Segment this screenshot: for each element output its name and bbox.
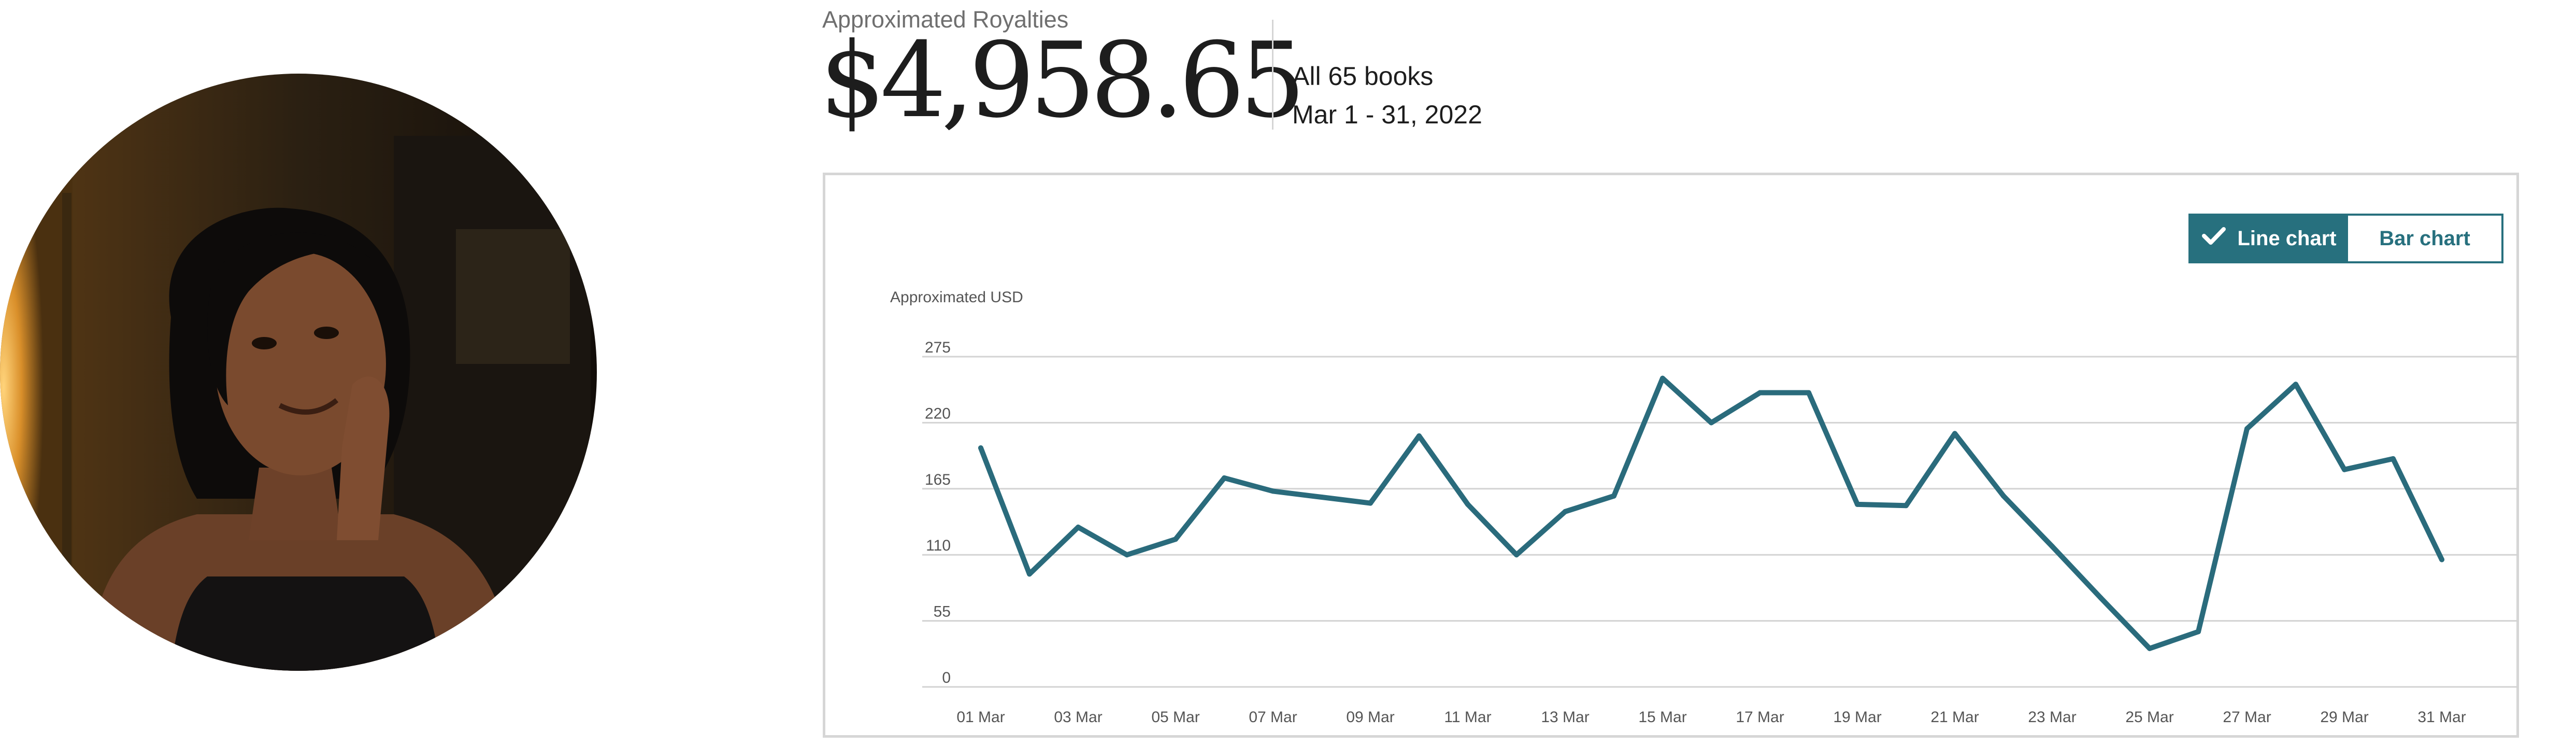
- data-point: [2147, 645, 2152, 651]
- data-point: [1465, 501, 1470, 507]
- y-tick-labels: 0 55 110 165 220 275: [925, 339, 951, 686]
- data-point: [1027, 571, 1032, 577]
- x-tick-labels: 01 Mar 03 Mar 05 Mar 07 Mar 09 Mar 11 Mar 13 M…: [956, 709, 2466, 726]
- y-tick-label: 275: [925, 339, 951, 356]
- x-tick-label: 31 Mar: [2417, 709, 2466, 726]
- checkmark-icon: [2202, 227, 2226, 250]
- chart-type-toggle: Line chart Bar chart: [2188, 214, 2503, 263]
- line-chart-button[interactable]: Line chart: [2191, 216, 2348, 261]
- books-scope: All 65 books: [1292, 62, 1434, 91]
- y-tick-label: 0: [942, 669, 951, 686]
- x-tick-label: 23 Mar: [2028, 709, 2076, 726]
- x-tick-label: 03 Mar: [1054, 709, 1102, 726]
- x-tick-label: 25 Mar: [2125, 709, 2173, 726]
- date-range: Mar 1 - 31, 2022: [1292, 100, 1482, 129]
- y-tick-label: 55: [934, 603, 951, 621]
- chart-panel: [823, 173, 2519, 738]
- data-points: [978, 375, 2444, 651]
- data-point: [1222, 475, 1227, 481]
- data-point: [1757, 390, 1763, 396]
- x-tick-label: 19 Mar: [1833, 709, 1881, 726]
- series-line: [978, 375, 2444, 651]
- x-tick-label: 17 Mar: [1736, 709, 1784, 726]
- data-point: [1660, 375, 1665, 381]
- data-point: [2244, 426, 2250, 431]
- y-axis-label: Approximated USD: [890, 289, 1023, 306]
- data-point: [1076, 524, 1081, 530]
- data-point: [1563, 509, 1568, 514]
- x-tick-label: 13 Mar: [1541, 709, 1589, 726]
- x-tick-label: 27 Mar: [2223, 709, 2271, 726]
- x-tick-label: 07 Mar: [1249, 709, 1297, 726]
- data-point: [2001, 493, 2006, 499]
- data-point: [1319, 495, 1324, 500]
- data-point: [2196, 629, 2201, 635]
- royalties-amount: $4,958.65: [820, 20, 1306, 141]
- data-point: [1270, 488, 1276, 494]
- data-point: [1806, 390, 1811, 396]
- data-point: [1904, 503, 1909, 509]
- line-chart-label: Line chart: [2237, 227, 2337, 250]
- data-point: [2098, 595, 2103, 601]
- data-point: [978, 445, 983, 451]
- data-point: [1514, 552, 1519, 558]
- data-point: [1855, 501, 1860, 507]
- data-point: [1368, 500, 1373, 506]
- y-tick-label: 110: [926, 537, 951, 554]
- profile-photo: [0, 74, 597, 671]
- bar-chart-button[interactable]: Bar chart: [2348, 216, 2501, 261]
- data-point: [2342, 467, 2347, 472]
- data-point: [1611, 493, 1616, 499]
- data-point: [2391, 456, 2396, 461]
- x-tick-label: 09 Mar: [1346, 709, 1394, 726]
- header-divider: [1272, 20, 1273, 130]
- x-tick-label: 21 Mar: [1930, 709, 1979, 726]
- data-point: [2293, 382, 2298, 387]
- royalties-kicker: Approximated Royalties: [822, 6, 1069, 33]
- data-point: [1173, 537, 1178, 542]
- data-point: [1709, 420, 1714, 426]
- data-point: [1416, 433, 1422, 439]
- x-tick-label: 01 Mar: [956, 709, 1005, 726]
- x-tick-label: 05 Mar: [1151, 709, 1199, 726]
- data-point: [2439, 557, 2444, 562]
- bar-chart-label: Bar chart: [2379, 227, 2470, 250]
- x-tick-label: 15 Mar: [1638, 709, 1686, 726]
- gridlines: [922, 356, 2518, 688]
- data-point: [1124, 552, 1129, 558]
- data-point: [1952, 431, 1957, 437]
- portrait-illustration: [0, 74, 597, 671]
- data-point: [2050, 543, 2055, 549]
- y-tick-label: 220: [925, 405, 951, 422]
- x-tick-label: 29 Mar: [2320, 709, 2368, 726]
- x-tick-label: 11 Mar: [1444, 709, 1491, 726]
- y-tick-label: 165: [925, 471, 951, 488]
